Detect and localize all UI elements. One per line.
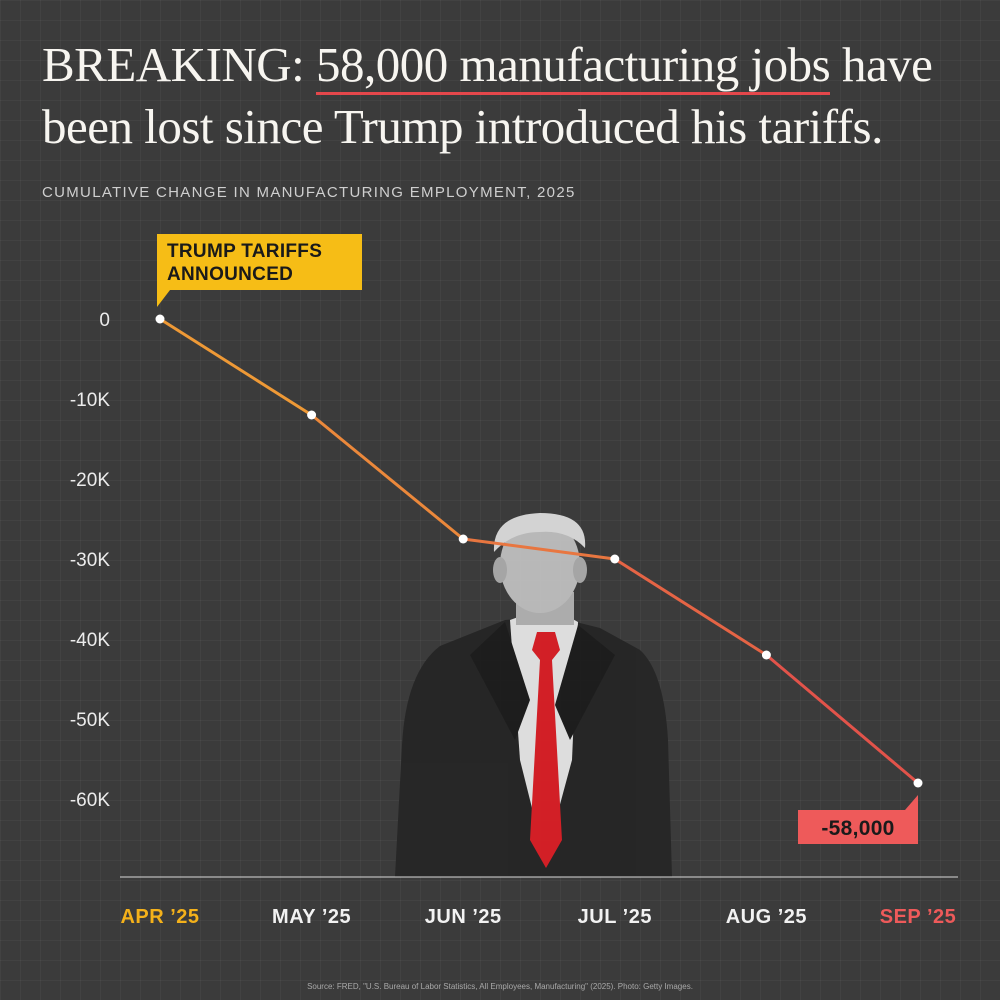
data-point: [155, 314, 165, 324]
y-tick-label: -60K: [70, 790, 110, 811]
y-tick-label: -10K: [70, 390, 110, 411]
series-line-segment: [310, 413, 465, 541]
x-tick-label: JUL ’25: [578, 906, 652, 928]
photo-figure: [395, 513, 672, 877]
series-line-segment: [613, 557, 768, 657]
data-point: [458, 534, 468, 544]
y-tick-label: -40K: [70, 630, 110, 651]
data-point: [307, 410, 317, 420]
chart-lines: [158, 317, 920, 785]
annotation-total-text: -58,000: [821, 817, 894, 840]
data-point: [761, 650, 771, 660]
y-tick-label: -50K: [70, 710, 110, 731]
headline-highlight: 58,000 manufacturing jobs: [316, 37, 831, 95]
y-tick-label: 0: [99, 310, 110, 331]
x-tick-label: APR ’25: [120, 906, 199, 928]
y-tick-label: -30K: [70, 550, 110, 571]
source-note: Source: FRED, "U.S. Bureau of Labor Stat…: [307, 982, 693, 991]
annotation-tariffs-text: TRUMP TARIFFS: [167, 241, 322, 262]
x-tick-label: AUG ’25: [726, 906, 807, 928]
annotation-total-box: [798, 810, 918, 844]
headline-suffix: have been lost since Trump introduced hi…: [42, 37, 933, 154]
chart-points: [155, 314, 923, 788]
x-tick-label: SEP ’25: [880, 906, 957, 928]
annotation-total-pointer: [905, 795, 918, 810]
x-tick-label: JUN ’25: [425, 906, 502, 928]
headline-prefix: BREAKING:: [42, 37, 317, 92]
annotation-tariffs-box: [157, 234, 362, 290]
annotation-tariffs-pointer: [157, 290, 170, 307]
chart-subtitle: CUMULATIVE CHANGE IN MANUFACTURING EMPLO…: [42, 184, 576, 201]
data-point: [610, 554, 620, 564]
series-line-segment: [461, 537, 617, 561]
series-line-segment: [158, 317, 314, 417]
chart-axes: 0 -10K -20K -30K -40K -50K -60K APR ’25 MAY ’25 J…: [70, 310, 958, 928]
annotation-tariffs-text: ANNOUNCED: [167, 264, 293, 285]
headline: BREAKING: 58,000 manufacturing jobs have…: [42, 34, 972, 158]
y-tick-label: -20K: [70, 470, 110, 491]
series-line-segment: [764, 653, 920, 785]
x-tick-label: MAY ’25: [272, 906, 351, 928]
data-point: [913, 778, 923, 788]
